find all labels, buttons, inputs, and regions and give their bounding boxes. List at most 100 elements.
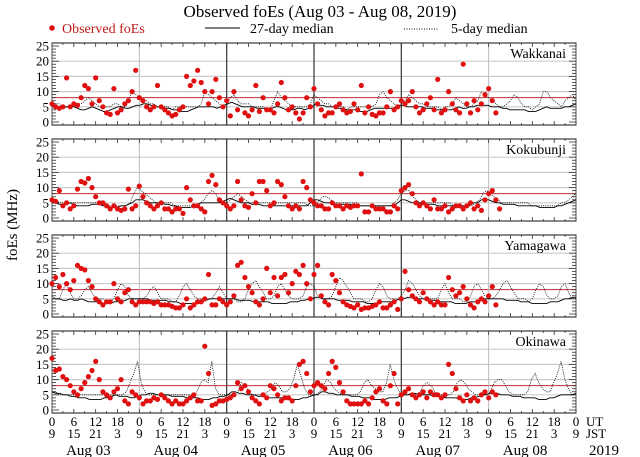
observed-point bbox=[435, 206, 441, 212]
observed-point bbox=[125, 186, 131, 192]
x-tick-label-ut: 12 bbox=[177, 414, 190, 429]
observed-point bbox=[187, 82, 193, 89]
observed-point bbox=[275, 178, 281, 185]
observed-point bbox=[449, 101, 455, 107]
median27-line bbox=[52, 101, 577, 112]
observed-point bbox=[457, 290, 463, 296]
observed-point bbox=[122, 398, 128, 404]
observed-point bbox=[344, 398, 350, 404]
observed-point bbox=[271, 110, 277, 116]
observed-point bbox=[384, 305, 390, 311]
station-label: Kokubunji bbox=[506, 143, 566, 158]
observed-point bbox=[235, 178, 241, 185]
y-tick-label: 0 bbox=[43, 211, 50, 226]
legend-median27-label: 27-day median bbox=[250, 22, 334, 37]
x-tick-label-ut: 6 bbox=[245, 414, 252, 429]
observed-point bbox=[376, 206, 383, 212]
observed-point bbox=[289, 206, 295, 212]
observed-point bbox=[296, 116, 302, 122]
observed-point bbox=[158, 302, 164, 308]
observed-point bbox=[311, 271, 317, 278]
observed-point bbox=[184, 73, 190, 79]
observed-point bbox=[96, 200, 102, 206]
observed-point bbox=[245, 204, 252, 210]
observed-point bbox=[336, 101, 343, 107]
observed-point bbox=[311, 383, 317, 389]
observed-point bbox=[162, 107, 168, 113]
observed-point bbox=[85, 86, 91, 92]
y-tick-label: 25 bbox=[36, 39, 49, 54]
observed-point bbox=[278, 182, 284, 188]
observed-point bbox=[93, 296, 99, 302]
observed-point bbox=[409, 89, 415, 95]
observed-point bbox=[191, 302, 197, 308]
observed-point bbox=[111, 203, 117, 209]
observed-point bbox=[409, 392, 415, 398]
y-tick-label: 0 bbox=[43, 115, 50, 130]
observed-point bbox=[53, 274, 59, 281]
observed-point bbox=[329, 271, 335, 278]
observed-point bbox=[307, 296, 313, 302]
observed-point bbox=[387, 383, 393, 389]
observed-point bbox=[326, 110, 332, 116]
observed-point bbox=[358, 171, 364, 177]
observed-point bbox=[49, 101, 55, 107]
observed-point bbox=[125, 98, 131, 104]
observed-point bbox=[82, 267, 88, 273]
observed-point bbox=[133, 67, 139, 73]
observed-point bbox=[340, 299, 346, 305]
observed-point bbox=[409, 293, 415, 299]
ut-label: UT bbox=[586, 414, 603, 429]
observed-point bbox=[486, 86, 492, 92]
legend-observed-label: Observed foEs bbox=[62, 22, 145, 37]
x-tick-label-ut: 6 bbox=[420, 414, 427, 429]
observed-point bbox=[136, 395, 142, 401]
observed-point bbox=[457, 203, 463, 209]
x-tick-label-jst: 3 bbox=[289, 426, 296, 441]
observed-point bbox=[184, 185, 190, 191]
observed-point bbox=[96, 299, 102, 305]
observed-point bbox=[413, 104, 419, 110]
observed-point bbox=[260, 296, 266, 302]
observed-point bbox=[107, 206, 113, 212]
observed-point bbox=[336, 203, 343, 209]
observed-point bbox=[471, 305, 477, 311]
observed-point bbox=[435, 299, 441, 305]
observed-point bbox=[282, 95, 288, 101]
observed-point bbox=[467, 302, 474, 308]
observed-point bbox=[198, 206, 204, 212]
observed-point bbox=[402, 268, 408, 274]
observed-point bbox=[424, 101, 430, 107]
observed-point bbox=[460, 206, 466, 212]
observed-point bbox=[209, 302, 215, 308]
observed-point bbox=[169, 401, 175, 407]
observed-point bbox=[384, 104, 390, 110]
observed-point bbox=[231, 293, 237, 299]
observed-point bbox=[406, 386, 412, 392]
observed-point bbox=[289, 281, 295, 287]
observed-point bbox=[216, 398, 222, 404]
observed-point bbox=[85, 175, 91, 182]
observed-point bbox=[402, 389, 408, 395]
observed-point bbox=[322, 113, 328, 119]
observed-point bbox=[267, 383, 273, 389]
observed-point bbox=[489, 284, 495, 290]
observed-point bbox=[391, 370, 397, 377]
observed-point bbox=[129, 299, 135, 305]
observed-point bbox=[213, 302, 219, 308]
observed-point bbox=[329, 200, 335, 206]
observed-point bbox=[264, 265, 270, 271]
y-tick-label: 25 bbox=[36, 231, 49, 246]
observed-point bbox=[431, 197, 437, 203]
observed-point bbox=[114, 296, 121, 302]
y-tick-label: 10 bbox=[36, 84, 49, 99]
observed-point bbox=[304, 370, 310, 377]
observed-point bbox=[154, 299, 161, 305]
observed-point bbox=[362, 305, 368, 311]
observed-point bbox=[118, 107, 124, 113]
observed-point bbox=[122, 290, 128, 296]
observed-point bbox=[133, 302, 139, 308]
observed-point bbox=[376, 110, 383, 116]
median27-line bbox=[52, 296, 576, 304]
observed-point bbox=[205, 370, 212, 377]
